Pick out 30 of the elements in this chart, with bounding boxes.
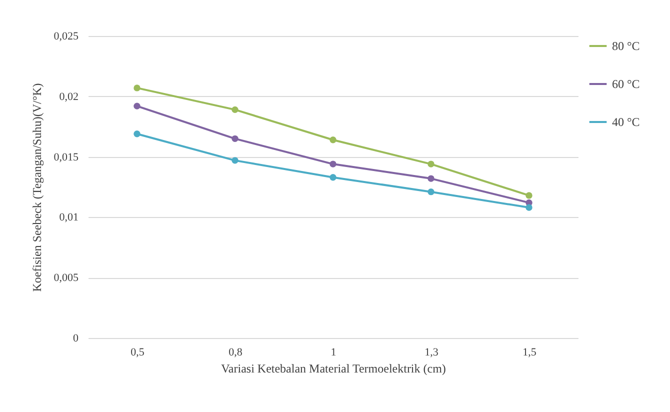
y-tick-label: 0,01 xyxy=(59,212,78,224)
y-tick-label: 0,005 xyxy=(54,272,79,284)
point xyxy=(134,102,140,110)
point xyxy=(134,130,140,138)
point xyxy=(232,135,238,142)
x-tick-label: 1,5 xyxy=(522,346,537,358)
point xyxy=(330,174,336,181)
legend-label: 60 °C xyxy=(612,77,640,91)
y-tick-label: 0,02 xyxy=(59,90,78,103)
point xyxy=(232,157,238,164)
point xyxy=(428,160,434,168)
y-axis-title: Koefisien Seebeck (Tegangan/Suhu)(V/°K) xyxy=(30,83,44,292)
point xyxy=(232,106,238,114)
point xyxy=(330,136,336,144)
x-tick-label: 0,5 xyxy=(130,346,145,358)
point xyxy=(428,188,434,196)
y-tick-label: 0,015 xyxy=(54,151,79,164)
x-tick-label: 1,3 xyxy=(424,346,439,358)
point xyxy=(526,204,532,211)
point xyxy=(330,160,336,168)
y-tick-label: 0,025 xyxy=(54,30,79,42)
point xyxy=(134,84,140,92)
point xyxy=(428,175,434,182)
point xyxy=(526,192,532,199)
x-tick-label: 1 xyxy=(330,346,336,358)
x-tick-label: 0,8 xyxy=(228,346,243,358)
legend-label: 80 °C xyxy=(612,39,640,53)
legend-label: 40 °C xyxy=(612,115,640,129)
y-tick-label: 0 xyxy=(73,332,79,344)
x-axis-title: Variasi Ketebalan Material Termoelektrik (cm) xyxy=(221,362,446,376)
